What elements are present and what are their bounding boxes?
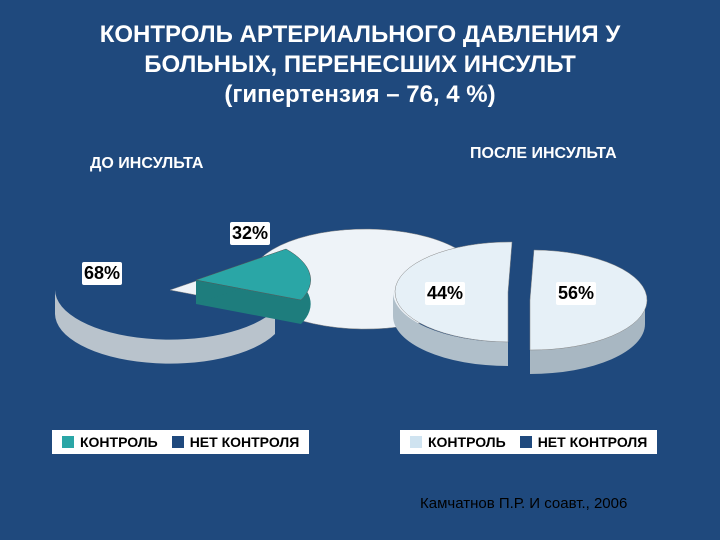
pie-right <box>0 0 720 540</box>
legend-item: НЕТ КОНТРОЛЯ <box>520 434 648 450</box>
legend-label: НЕТ КОНТРОЛЯ <box>538 434 648 450</box>
legend-item: КОНТРОЛЬ <box>410 434 506 450</box>
pie-right-label-44: 44% <box>425 282 465 305</box>
slide: { "background_color": "#1f497d", "title"… <box>0 0 720 540</box>
citation: Камчатнов П.Р. И соавт., 2006 <box>420 495 627 512</box>
legend-swatch <box>520 436 532 448</box>
legend-label: КОНТРОЛЬ <box>80 434 158 450</box>
legend-left: КОНТРОЛЬ НЕТ КОНТРОЛЯ <box>52 430 309 454</box>
legend-swatch <box>410 436 422 448</box>
legend-swatch <box>172 436 184 448</box>
legend-item: НЕТ КОНТРОЛЯ <box>172 434 300 450</box>
pie-right-slice-nocontrol <box>530 250 647 374</box>
legend-label: КОНТРОЛЬ <box>428 434 506 450</box>
pie-right-label-56: 56% <box>556 282 596 305</box>
legend-label: НЕТ КОНТРОЛЯ <box>190 434 300 450</box>
legend-swatch <box>62 436 74 448</box>
legend-item: КОНТРОЛЬ <box>62 434 158 450</box>
legend-right: КОНТРОЛЬ НЕТ КОНТРОЛЯ <box>400 430 657 454</box>
